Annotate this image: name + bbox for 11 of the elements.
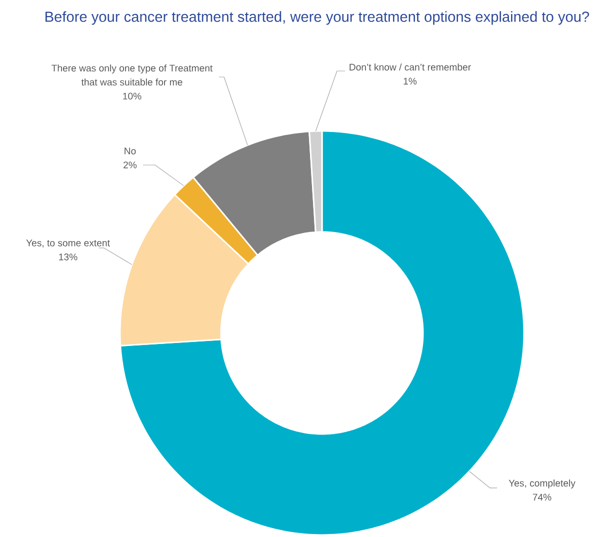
slice-label: There was only one type of Treatment that was suitable for me <box>52 64 213 86</box>
slice-label: Yes, completely <box>508 479 576 488</box>
data-label: 1% <box>404 78 417 85</box>
slice-label: Don’t know / can’t remember <box>350 64 471 71</box>
data-label: 13% <box>59 254 78 260</box>
slice-label: No <box>124 148 136 154</box>
data-label: 2% <box>124 162 137 168</box>
chart-title: Before your cancer treatment started, were your treatment options explained to you? <box>46 11 590 25</box>
data-label: 74% <box>532 494 552 501</box>
slice-label: Yes, to some extent <box>26 240 110 248</box>
data-label: 10% <box>123 92 142 100</box>
